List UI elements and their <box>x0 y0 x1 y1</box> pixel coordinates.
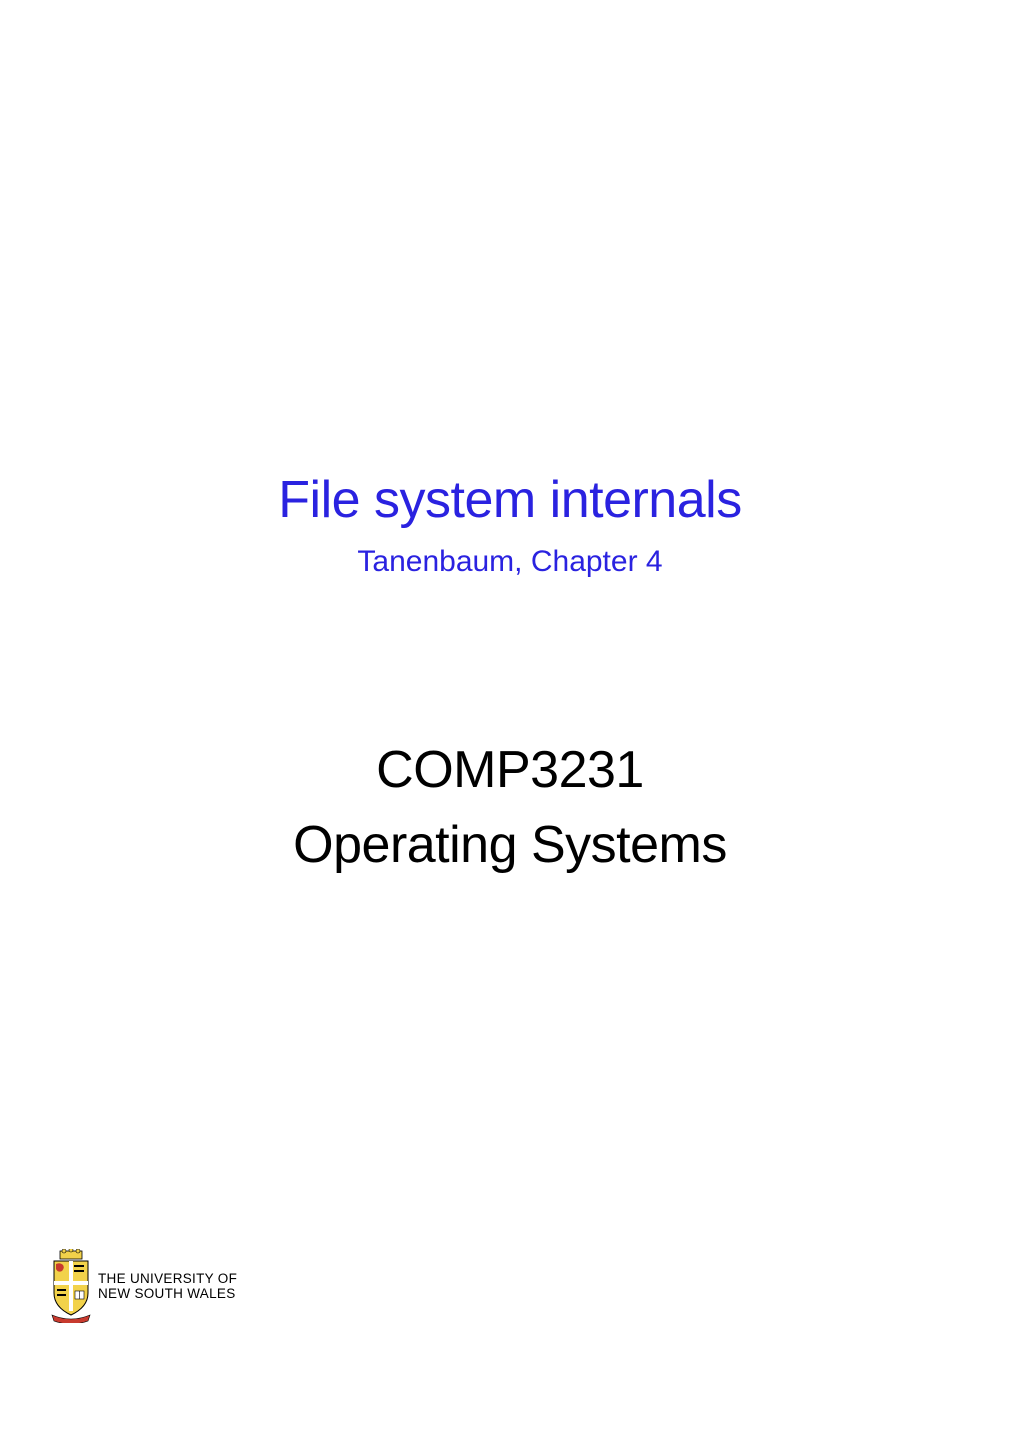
university-name-line-2: NEW SOUTH WALES <box>98 1286 237 1301</box>
slide-subtitle: Tanenbaum, Chapter 4 <box>0 545 1020 579</box>
slide-title: File system internals <box>0 470 1020 530</box>
unsw-crest-icon <box>50 1249 92 1323</box>
university-logo-block: THE UNIVERSITY OF NEW SOUTH WALES <box>50 1249 237 1323</box>
course-code: COMP3231 <box>0 740 1020 800</box>
university-name-line-1: THE UNIVERSITY OF <box>98 1271 237 1286</box>
course-name: Operating Systems <box>0 815 1020 875</box>
slide: File system internals Tanenbaum, Chapter… <box>0 0 1020 1443</box>
university-name: THE UNIVERSITY OF NEW SOUTH WALES <box>98 1271 237 1301</box>
